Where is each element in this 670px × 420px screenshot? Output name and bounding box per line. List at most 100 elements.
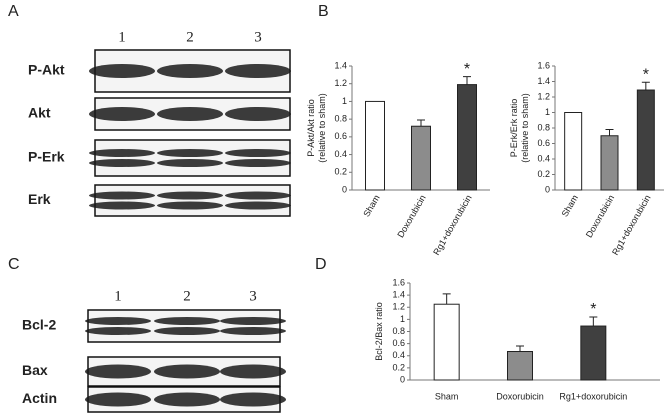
panel-letter: D <box>315 256 327 273</box>
y-tick-label: 1.2 <box>537 91 550 101</box>
error-bar <box>605 129 614 136</box>
y-tick-label: 0.4 <box>537 153 550 163</box>
blot-label: Erk <box>28 191 51 207</box>
y-axis-label: P-Erk/Erk ratio(relative to sham) <box>509 93 530 163</box>
y-axis-label: Bcl-2/Bax ratio <box>374 302 384 361</box>
y-tick-label: 0 <box>545 184 550 194</box>
panel-letter: A <box>8 3 19 20</box>
blot-label: P-Akt <box>28 62 65 78</box>
x-tick-label: Rg1+doxorubicin <box>431 193 474 257</box>
lane-number: 2 <box>183 288 191 304</box>
bar <box>507 351 533 381</box>
blot-band <box>220 364 286 379</box>
blot-band <box>89 159 155 167</box>
blot-band <box>220 327 286 335</box>
blot-band <box>85 317 151 325</box>
bar <box>600 135 619 191</box>
y-tick-label: 1 <box>342 96 347 106</box>
x-tick-label: Doxorubicin <box>584 193 616 239</box>
y-tick-label: 1.6 <box>537 60 550 70</box>
y-tick-label: 1.4 <box>334 60 347 70</box>
blot-band <box>157 64 223 78</box>
panel-letter: B <box>318 3 329 20</box>
error-bar <box>641 81 650 91</box>
x-tick-label: Rg1+doxorubicin <box>610 193 653 257</box>
significance-marker: * <box>643 66 649 83</box>
blot-band <box>85 327 151 335</box>
blot-band <box>220 392 286 407</box>
y-axis-label: P-Akt/Akt ratio(relative to sham) <box>306 93 327 163</box>
blot-band <box>89 149 155 157</box>
significance-marker: * <box>590 301 596 318</box>
blot-label: Actin <box>22 390 57 406</box>
y-tick-label: 1.4 <box>392 290 405 300</box>
y-axis-label-line: (relative to sham) <box>520 93 530 163</box>
error-bar <box>463 76 471 85</box>
blot-band <box>225 107 291 121</box>
blot-frame <box>94 184 291 217</box>
y-tick-label: 0.2 <box>334 167 347 177</box>
y-tick-label: 0.2 <box>392 362 405 372</box>
y-tick-label: 0.4 <box>334 149 347 159</box>
lane-number: 3 <box>249 288 257 304</box>
blot-band <box>225 191 291 200</box>
bar <box>564 112 583 191</box>
y-tick-label: 0 <box>342 184 347 194</box>
x-tick-label: Sham <box>361 193 381 218</box>
bar <box>365 100 385 191</box>
y-tick-label: 1 <box>545 107 550 117</box>
error-bar <box>417 119 425 127</box>
blot-band <box>225 64 291 78</box>
y-tick-label: 1.2 <box>334 78 347 88</box>
blot-band <box>85 364 151 379</box>
blot-frame <box>87 309 281 343</box>
bar <box>636 89 655 191</box>
bar <box>433 303 460 381</box>
blot-band <box>225 159 291 167</box>
blot-band <box>220 317 286 325</box>
blot-band <box>89 201 155 210</box>
blot-band <box>157 201 223 210</box>
blot-band <box>154 392 220 407</box>
blot-frame <box>94 139 291 177</box>
error-bar <box>589 316 598 327</box>
blot-band <box>85 392 151 407</box>
y-axis-label-line: Bcl-2/Bax ratio <box>374 302 384 361</box>
blot-label: Bcl-2 <box>22 317 56 333</box>
y-axis-label-line: P-Erk/Erk ratio <box>509 99 519 158</box>
blot-band <box>89 64 155 78</box>
y-tick-label: 0.4 <box>392 350 405 360</box>
x-tick-label: Doxorubicin <box>395 193 427 239</box>
bar <box>457 84 477 191</box>
y-tick-label: 1.2 <box>392 302 405 312</box>
y-tick-label: 1.4 <box>537 76 550 86</box>
lane-number: 1 <box>114 288 122 304</box>
significance-marker: * <box>464 61 470 78</box>
y-tick-label: 1 <box>400 314 405 324</box>
blot-label: P-Erk <box>28 149 65 165</box>
y-tick-label: 0.8 <box>392 326 405 336</box>
error-bar <box>442 293 451 305</box>
y-tick-label: 0.6 <box>392 338 405 348</box>
x-tick-label: Rg1+doxorubicin <box>559 391 627 401</box>
y-tick-label: 0.2 <box>537 169 550 179</box>
blot-label: Bax <box>22 362 48 378</box>
blot-band <box>157 191 223 200</box>
y-tick-label: 0.6 <box>334 131 347 141</box>
blot-band <box>225 201 291 210</box>
blot-band <box>157 107 223 121</box>
y-axis-label-line: (relative to sham) <box>317 93 327 163</box>
y-tick-label: 0.8 <box>537 122 550 132</box>
blot-band <box>154 317 220 325</box>
blot-band <box>225 149 291 157</box>
y-tick-label: 0 <box>400 374 405 384</box>
blot-band <box>157 159 223 167</box>
bar <box>411 125 431 191</box>
bar <box>580 325 607 381</box>
error-bar <box>516 345 524 352</box>
x-tick-label: Doxorubicin <box>496 391 544 401</box>
blot-band <box>154 364 220 379</box>
blot-band <box>89 191 155 200</box>
blot-band <box>157 149 223 157</box>
